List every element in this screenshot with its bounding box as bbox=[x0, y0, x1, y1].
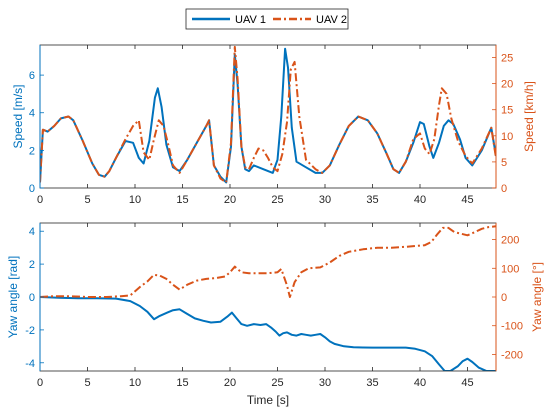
x-tick-label: 40 bbox=[414, 377, 426, 389]
y2-tick-label: -100 bbox=[501, 321, 523, 333]
x-tick-label: 45 bbox=[461, 194, 473, 206]
time-axis-label: Time [s] bbox=[247, 393, 289, 407]
speed-right-axis-label: Speed [km/h] bbox=[522, 81, 536, 152]
x-tick-label: 15 bbox=[176, 194, 188, 206]
y2-tick-label: 20 bbox=[501, 79, 513, 91]
x-tick-label: 20 bbox=[224, 194, 236, 206]
x-tick-label: 10 bbox=[129, 377, 141, 389]
y-tick-label: -4 bbox=[25, 358, 35, 370]
y-tick-label: 0 bbox=[29, 183, 35, 195]
x-tick-label: 35 bbox=[366, 194, 378, 206]
y-tick-label: 4 bbox=[29, 108, 35, 120]
legend-box bbox=[185, 8, 349, 30]
yaw-plot: 0 5 10 15 20 25 30 35 40 45 -4 -2 0 2 4 -200 -100 0 100 200 bbox=[25, 222, 523, 389]
x-tick-label: 35 bbox=[366, 377, 378, 389]
x-tick-label: 5 bbox=[84, 377, 90, 389]
x-tick-label: 45 bbox=[461, 377, 473, 389]
legend-label-uav1: UAV 1 bbox=[235, 14, 266, 26]
y2-tick-label: 0 bbox=[501, 183, 507, 195]
series-line-uav1 bbox=[40, 296, 496, 371]
x-tick-label: 0 bbox=[37, 194, 43, 206]
x-tick-label: 0 bbox=[37, 377, 43, 389]
legend-label-uav2: UAV 2 bbox=[316, 14, 347, 26]
y-tick-label: 4 bbox=[29, 226, 35, 238]
x-tick-label: 25 bbox=[271, 377, 283, 389]
x-tick-label: 40 bbox=[414, 194, 426, 206]
y-tick-label: 6 bbox=[29, 70, 35, 82]
legend: UAV 1 UAV 2 bbox=[185, 8, 349, 30]
y2-tick-label: 5 bbox=[501, 157, 507, 169]
y-tick-label: -2 bbox=[25, 325, 35, 337]
x-tick-label: 30 bbox=[319, 194, 331, 206]
x-tick-label: 30 bbox=[319, 377, 331, 389]
x-tick-label: 15 bbox=[176, 377, 188, 389]
x-tick-label: 25 bbox=[271, 194, 283, 206]
y2-tick-label: 100 bbox=[501, 263, 519, 275]
y-tick-label: 2 bbox=[29, 145, 35, 157]
y2-tick-label: 15 bbox=[501, 105, 513, 117]
speed-plot: 0 5 10 15 20 25 30 35 40 45 0 2 4 6 0 5 10 15 20 25 bbox=[29, 44, 513, 206]
series-line-uav2 bbox=[40, 225, 496, 298]
plot-frame bbox=[39, 44, 497, 189]
yaw-right-axis-label: Yaw angle [°] bbox=[530, 262, 544, 332]
series-line-uav2 bbox=[40, 45, 496, 184]
y2-tick-label: 10 bbox=[501, 131, 513, 143]
series-line-uav1 bbox=[40, 47, 496, 184]
x-tick-label: 20 bbox=[224, 377, 236, 389]
speed-left-axis-label: Speed [m/s] bbox=[11, 84, 25, 148]
x-tick-label: 5 bbox=[84, 194, 90, 206]
y-tick-label: 0 bbox=[29, 292, 35, 304]
x-tick-label: 10 bbox=[129, 194, 141, 206]
yaw-left-axis-label: Yaw angle [rad] bbox=[6, 256, 20, 339]
y2-tick-label: -200 bbox=[501, 349, 523, 361]
y2-tick-label: 0 bbox=[501, 292, 507, 304]
y-tick-label: 2 bbox=[29, 259, 35, 271]
y2-tick-label: 200 bbox=[501, 235, 519, 247]
y2-tick-label: 25 bbox=[501, 53, 513, 65]
